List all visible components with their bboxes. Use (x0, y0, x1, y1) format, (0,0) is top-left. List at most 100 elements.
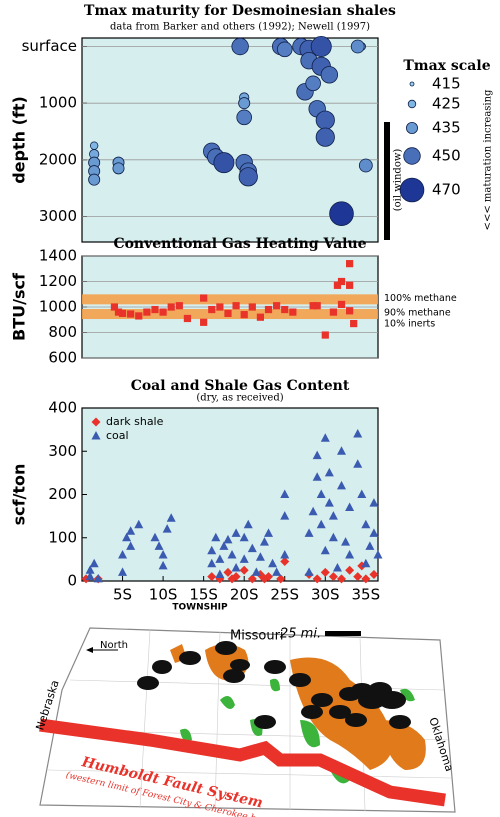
triangle-marker (85, 565, 95, 574)
map: North Missouri 25 mi. Nebraska Oklahoma … (33, 627, 456, 817)
bubble (88, 173, 101, 186)
diamond-marker (91, 417, 101, 427)
square-marker (346, 281, 354, 289)
size-legend-bubble (407, 99, 417, 109)
triangle-marker (247, 543, 257, 553)
bubble (358, 158, 373, 173)
triangle-marker (280, 489, 290, 498)
band-label: 90% methane (384, 308, 451, 319)
triangle-marker (365, 541, 375, 550)
square-marker (175, 302, 183, 310)
triangle-marker (345, 550, 355, 559)
triangle-marker (231, 528, 241, 537)
bubble (329, 201, 354, 226)
triangle-marker (320, 545, 330, 555)
bubble (315, 127, 335, 147)
triangle-marker (337, 480, 347, 490)
square-marker (208, 305, 216, 314)
triangle-marker (353, 459, 363, 468)
size-legend-title: Tmax scale (403, 58, 490, 74)
triangle-marker (158, 560, 168, 570)
diamond-marker (328, 572, 338, 582)
size-legend-bubble (405, 122, 418, 135)
y-axis-label: scf/ton (10, 464, 29, 526)
diamond-marker (231, 572, 241, 582)
bubble (231, 37, 249, 56)
square-marker (333, 281, 342, 289)
chart-subtitle: data from Barker and others (1992); Newe… (110, 22, 370, 33)
triangle-marker (231, 563, 241, 572)
square-marker (110, 303, 119, 311)
square-marker (329, 308, 337, 316)
triangle-marker (312, 472, 322, 481)
bubble (112, 162, 125, 175)
triangle-marker (239, 554, 249, 563)
bubble (236, 109, 252, 126)
square-marker (151, 305, 159, 314)
square-marker (248, 303, 256, 311)
bubble (315, 110, 335, 130)
y-tick-label: 3000 (39, 207, 77, 225)
x-tick-label: 5S (113, 586, 132, 604)
y-tick-label: 300 (48, 442, 77, 460)
diamond-marker (239, 565, 249, 575)
triangle-marker (324, 498, 334, 507)
band-label: 10% inerts (384, 319, 435, 330)
square-marker (200, 294, 208, 302)
triangle-marker (158, 550, 168, 559)
legend-label: coal (106, 429, 129, 442)
y-tick-label: 1000 (39, 94, 77, 112)
triangle-marker (328, 511, 338, 520)
diamond-marker (337, 574, 347, 584)
size-legend-bubble (403, 147, 421, 165)
bubble (310, 36, 332, 58)
triangle-marker (369, 498, 379, 507)
x-tick-label: 10S (149, 586, 178, 604)
size-legend-label: 435 (432, 119, 461, 137)
square-marker (118, 309, 127, 317)
y-tick-label: 800 (48, 323, 77, 341)
square-marker (346, 307, 354, 315)
north-label: North (100, 640, 128, 651)
chart-subtitle: (dry, as received) (196, 393, 283, 404)
triangle-marker (332, 563, 342, 572)
triangle-marker (243, 519, 253, 529)
triangle-marker (154, 541, 164, 550)
triangle-marker (361, 558, 371, 568)
triangle-marker (373, 550, 383, 559)
y-tick-label: 0 (67, 572, 77, 590)
square-marker (289, 308, 297, 316)
y-axis-label: depth (ft) (10, 96, 29, 184)
triangle-marker (239, 532, 249, 542)
square-marker (281, 305, 289, 314)
square-marker (183, 314, 192, 323)
y-tick-label: 1200 (39, 272, 77, 290)
triangle-marker (122, 532, 132, 542)
triangle-marker (89, 558, 99, 568)
triangle-marker (227, 550, 237, 559)
bubble (305, 75, 321, 92)
triangle-marker (118, 550, 128, 559)
triangle-marker (324, 467, 334, 477)
square-marker (224, 309, 232, 317)
square-marker (321, 331, 329, 339)
diamond-marker (312, 574, 322, 584)
y-axis-label: BTU/scf (10, 272, 29, 341)
triangle-marker (337, 446, 347, 455)
diamond-marker (207, 572, 217, 582)
x-tick-label: 30S (311, 586, 340, 604)
triangle-marker (223, 534, 233, 544)
size-legend-label: 450 (432, 147, 461, 165)
triangle-marker (345, 502, 355, 511)
square-marker (240, 311, 248, 319)
square-marker (337, 277, 346, 286)
y-tick-label: 200 (48, 485, 77, 503)
well-locations (137, 641, 411, 729)
square-marker (127, 310, 135, 318)
fault-band (39, 718, 446, 807)
square-marker (313, 302, 321, 310)
y-tick-label: 100 (48, 528, 77, 546)
bubble (350, 39, 365, 54)
triangle-marker (91, 431, 101, 440)
